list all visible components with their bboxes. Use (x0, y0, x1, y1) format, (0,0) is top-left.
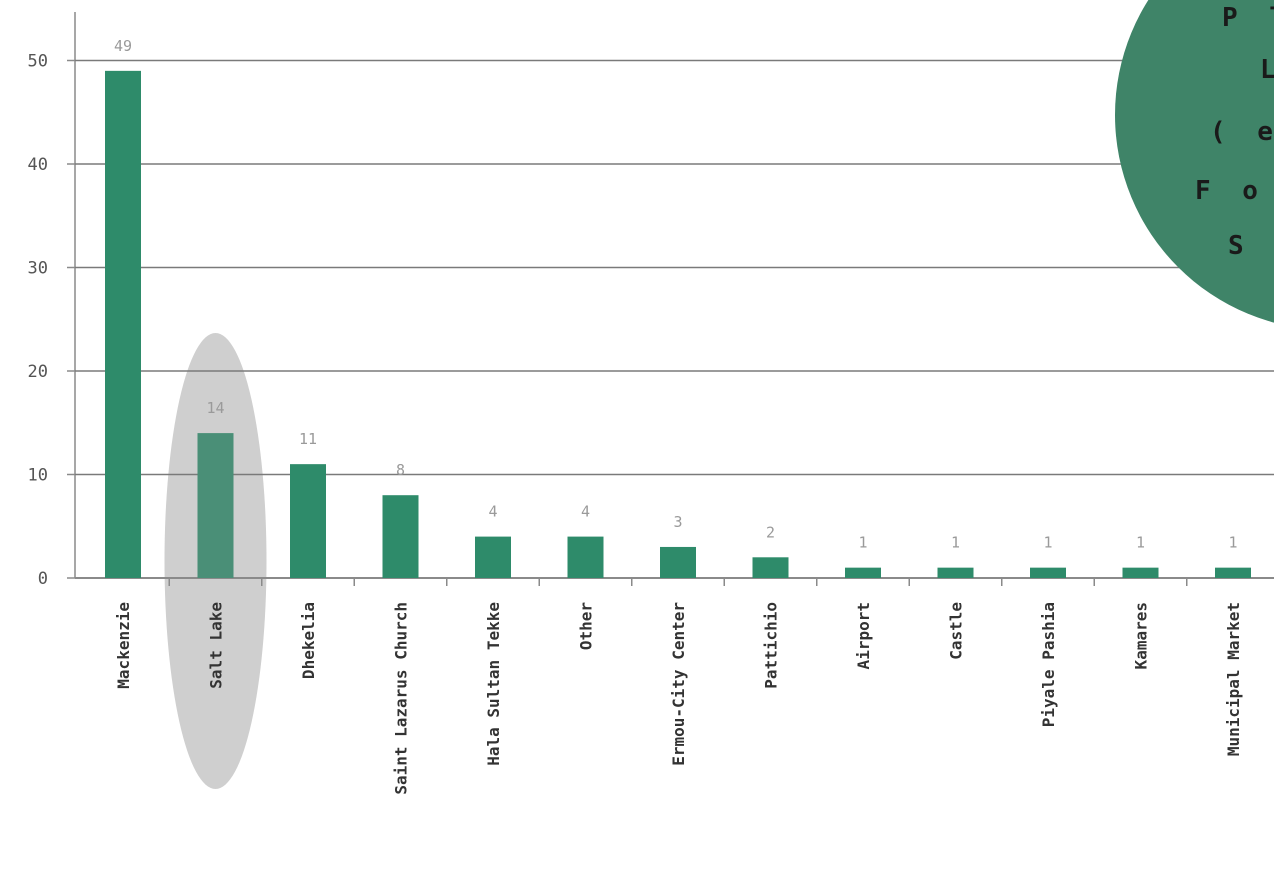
bar (197, 433, 234, 578)
bar (752, 557, 789, 578)
category-label: Saint Lazarus Church (392, 602, 411, 795)
circle-text-line: ( e (1210, 117, 1274, 147)
data-label: 1 (1136, 534, 1145, 552)
category-label: Kamares (1132, 602, 1151, 669)
overlay-circle: P l L ( e F o i S e (1115, 0, 1274, 323)
data-label: 4 (581, 503, 590, 521)
y-tick-label: 40 (28, 155, 48, 175)
y-tick-label: 50 (28, 52, 48, 72)
bar (290, 464, 326, 578)
bar (1122, 567, 1159, 578)
bar (567, 536, 604, 578)
bar (845, 567, 881, 578)
category-label: Pattichio (762, 602, 781, 689)
y-tick-label: 10 (28, 466, 48, 486)
category-label: Other (577, 602, 596, 650)
circle-text-line: F o i (1195, 176, 1274, 206)
circle-text-line: P l (1222, 3, 1274, 33)
data-label: 2 (766, 523, 775, 541)
grid-layer (67, 12, 1274, 586)
category-label: Municipal Market (1224, 602, 1243, 756)
circle-text-line: L (1260, 55, 1274, 85)
data-label: 11 (299, 430, 317, 448)
category-label: Airport (854, 602, 873, 669)
data-label: 3 (673, 513, 682, 531)
data-label: 49 (114, 37, 132, 55)
category-label: Hala Sultan Tekke (484, 602, 503, 766)
data-label: 1 (858, 534, 867, 552)
category-label: Ermou-City Center (669, 602, 688, 766)
circle-text-line: S e (1228, 231, 1274, 261)
bar (475, 536, 511, 578)
data-label: 1 (1228, 534, 1237, 552)
y-tick-label: 0 (38, 569, 48, 589)
data-label: 1 (1043, 534, 1052, 552)
bar (1030, 567, 1066, 578)
category-label: Mackenzie (114, 602, 133, 689)
bar-layer (105, 70, 1251, 578)
data-label: 14 (206, 399, 224, 417)
data-label: 4 (488, 503, 497, 521)
category-label: Piyale Pashia (1039, 602, 1058, 727)
overlay-circle-shape (1115, 0, 1274, 323)
bar (937, 567, 974, 578)
category-label: Salt Lake (207, 602, 226, 689)
y-tick-label: 20 (28, 362, 48, 382)
bar (382, 495, 419, 578)
data-label: 1 (951, 534, 960, 552)
y-tick-label: 30 (28, 259, 48, 279)
bar (1215, 567, 1251, 578)
data-label: 8 (396, 461, 405, 479)
category-label: Dhekelia (299, 602, 318, 679)
category-label: Castle (947, 602, 966, 660)
bar (660, 546, 696, 578)
bar (105, 70, 141, 578)
